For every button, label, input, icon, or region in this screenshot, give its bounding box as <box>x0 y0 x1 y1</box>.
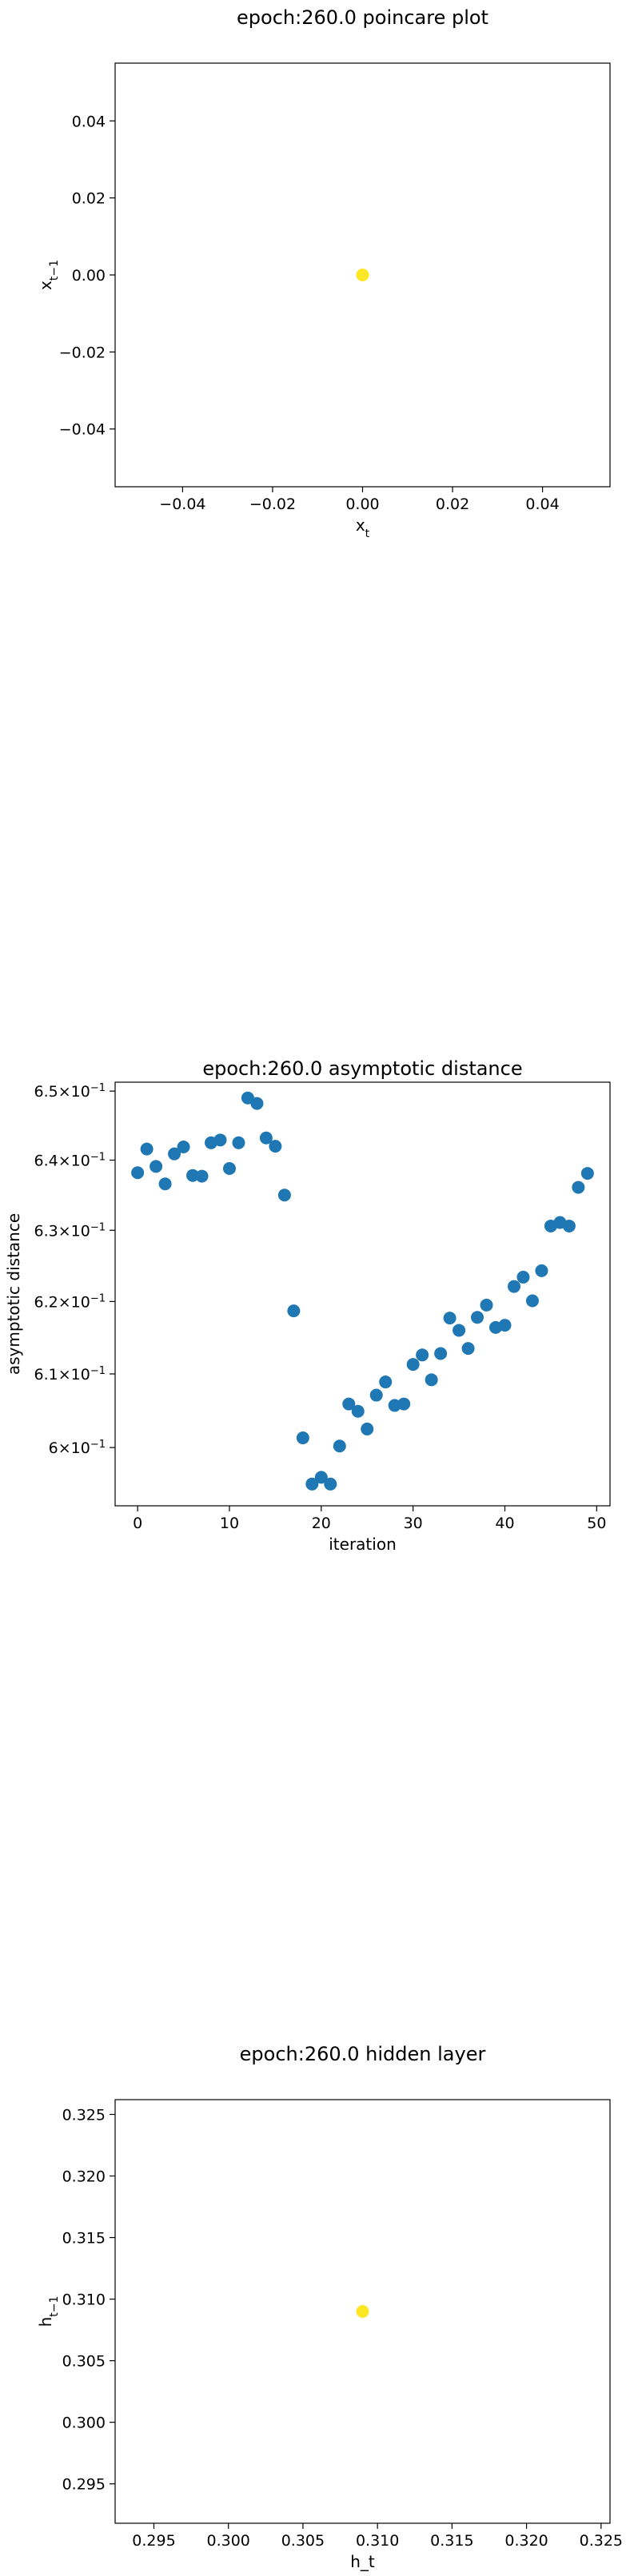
data-point <box>241 1091 254 1105</box>
y-axis-label: asymptotic distance <box>4 1213 23 1375</box>
x-tick-label: −0.04 <box>159 496 205 513</box>
y-tick-label: 0.325 <box>62 2106 106 2124</box>
y-tick-label: 0.00 <box>72 267 106 285</box>
data-point <box>498 1319 512 1332</box>
plot-frame <box>114 2099 611 2524</box>
data-point <box>356 269 369 281</box>
data-point <box>232 1136 245 1149</box>
y-tick-label: 6.2×10−1 <box>34 1292 106 1312</box>
data-point <box>324 1477 337 1491</box>
y-tick-label: 6×10−1 <box>49 1439 106 1458</box>
data-point <box>150 1160 163 1173</box>
data-point <box>305 1477 319 1491</box>
data-point <box>333 1439 346 1453</box>
data-point <box>525 1294 539 1308</box>
x-tick-label: 0.04 <box>525 496 559 513</box>
y-tick-label: 0.320 <box>62 2168 106 2186</box>
data-point <box>131 1166 145 1180</box>
chart-2: epoch:260.0 asymptotic distance 0 10 20 30 40… <box>4 1057 611 1554</box>
x-tick-label: 0.295 <box>132 2532 175 2550</box>
data-point <box>158 1177 172 1191</box>
x-tick-label: 0.315 <box>430 2532 473 2550</box>
data-point <box>296 1431 309 1445</box>
x-tick-label: 50 <box>587 1515 606 1532</box>
data-point <box>480 1298 493 1312</box>
y-tick-label: 6.4×10−1 <box>34 1151 106 1170</box>
y-tick-label: 0.310 <box>62 2291 106 2309</box>
data-point <box>356 2305 369 2318</box>
x-tick-label: 0.310 <box>356 2532 399 2550</box>
data-point <box>397 1397 411 1411</box>
y-tick-label: −0.02 <box>59 344 106 361</box>
y-tick-label: −0.04 <box>59 421 106 439</box>
data-point <box>434 1347 448 1360</box>
data-point <box>471 1311 484 1324</box>
y-tick-label: 0.300 <box>62 2415 106 2432</box>
y-tick-label: 6.5×10−1 <box>34 1082 106 1101</box>
y-tick-label: 0.02 <box>72 190 106 208</box>
data-point <box>269 1140 282 1153</box>
x-tick-label: 20 <box>312 1515 331 1532</box>
chart-title: epoch:260.0 poincare plot <box>237 6 488 29</box>
chart-title: epoch:260.0 asymptotic distance <box>202 1057 522 1080</box>
data-point <box>186 1169 200 1182</box>
data-point <box>562 1219 576 1232</box>
data-point <box>351 1404 365 1418</box>
plot-frame <box>114 1081 611 1507</box>
data-point <box>379 1376 393 1389</box>
x-tick-label: 0.02 <box>436 496 469 513</box>
data-point <box>277 1188 291 1202</box>
data-point <box>222 1161 236 1175</box>
data-point <box>314 1471 328 1484</box>
x-tick-label: 30 <box>404 1515 423 1532</box>
x-axis-label: iteration <box>329 1535 397 1554</box>
y-tick-label: 6.1×10−1 <box>34 1365 106 1384</box>
y-tick-label: 0.295 <box>62 2476 106 2494</box>
data-point <box>195 1169 209 1183</box>
data-point <box>213 1133 227 1147</box>
data-point <box>287 1304 301 1318</box>
x-tick-label: 0.305 <box>281 2532 325 2550</box>
y-tick-label: 0.305 <box>62 2353 106 2371</box>
data-point <box>572 1181 585 1194</box>
data-point <box>416 1348 429 1362</box>
data-point <box>425 1373 438 1387</box>
data-point <box>453 1324 466 1337</box>
data-point <box>443 1312 457 1325</box>
data-point <box>177 1140 190 1153</box>
x-axis-label: h_t <box>350 2552 375 2571</box>
y-tick-label: 0.315 <box>62 2230 106 2248</box>
data-point <box>580 1167 594 1181</box>
y-tick-label: 0.04 <box>72 113 106 130</box>
x-tick-label: −0.02 <box>249 496 296 513</box>
x-tick-label: 0 <box>133 1515 142 1532</box>
data-point <box>406 1358 420 1372</box>
data-point <box>507 1280 520 1293</box>
data-point <box>250 1097 264 1110</box>
x-tick-label: 40 <box>495 1515 514 1532</box>
data-point <box>168 1147 181 1161</box>
y-axis-label: ht−1 <box>36 2296 61 2327</box>
x-tick-label: 0.325 <box>580 2532 623 2550</box>
data-point <box>369 1388 383 1402</box>
data-point <box>259 1131 273 1145</box>
data-point <box>516 1270 530 1284</box>
chart-title: epoch:260.0 hidden layer <box>240 2043 486 2065</box>
data-point <box>342 1397 356 1411</box>
data-point <box>140 1142 154 1156</box>
x-tick-label: 0.00 <box>345 496 379 513</box>
y-axis-label: xt−1 <box>36 260 61 290</box>
data-point <box>535 1264 548 1277</box>
chart-1: epoch:260.0 poincare plot −0.04 −0.02 0.00 0… <box>36 6 611 540</box>
x-tick-label: 0.300 <box>206 2532 249 2550</box>
y-tick-label: 6.3×10−1 <box>34 1221 106 1240</box>
data-point <box>461 1342 475 1356</box>
x-tick-label: 10 <box>220 1515 239 1532</box>
data-point <box>361 1422 374 1435</box>
chart-3: epoch:260.0 hidden layer 0.295 0.300 0.305 0… <box>36 2043 623 2571</box>
x-axis-label: xt <box>356 516 370 540</box>
x-tick-label: 0.320 <box>504 2532 548 2550</box>
